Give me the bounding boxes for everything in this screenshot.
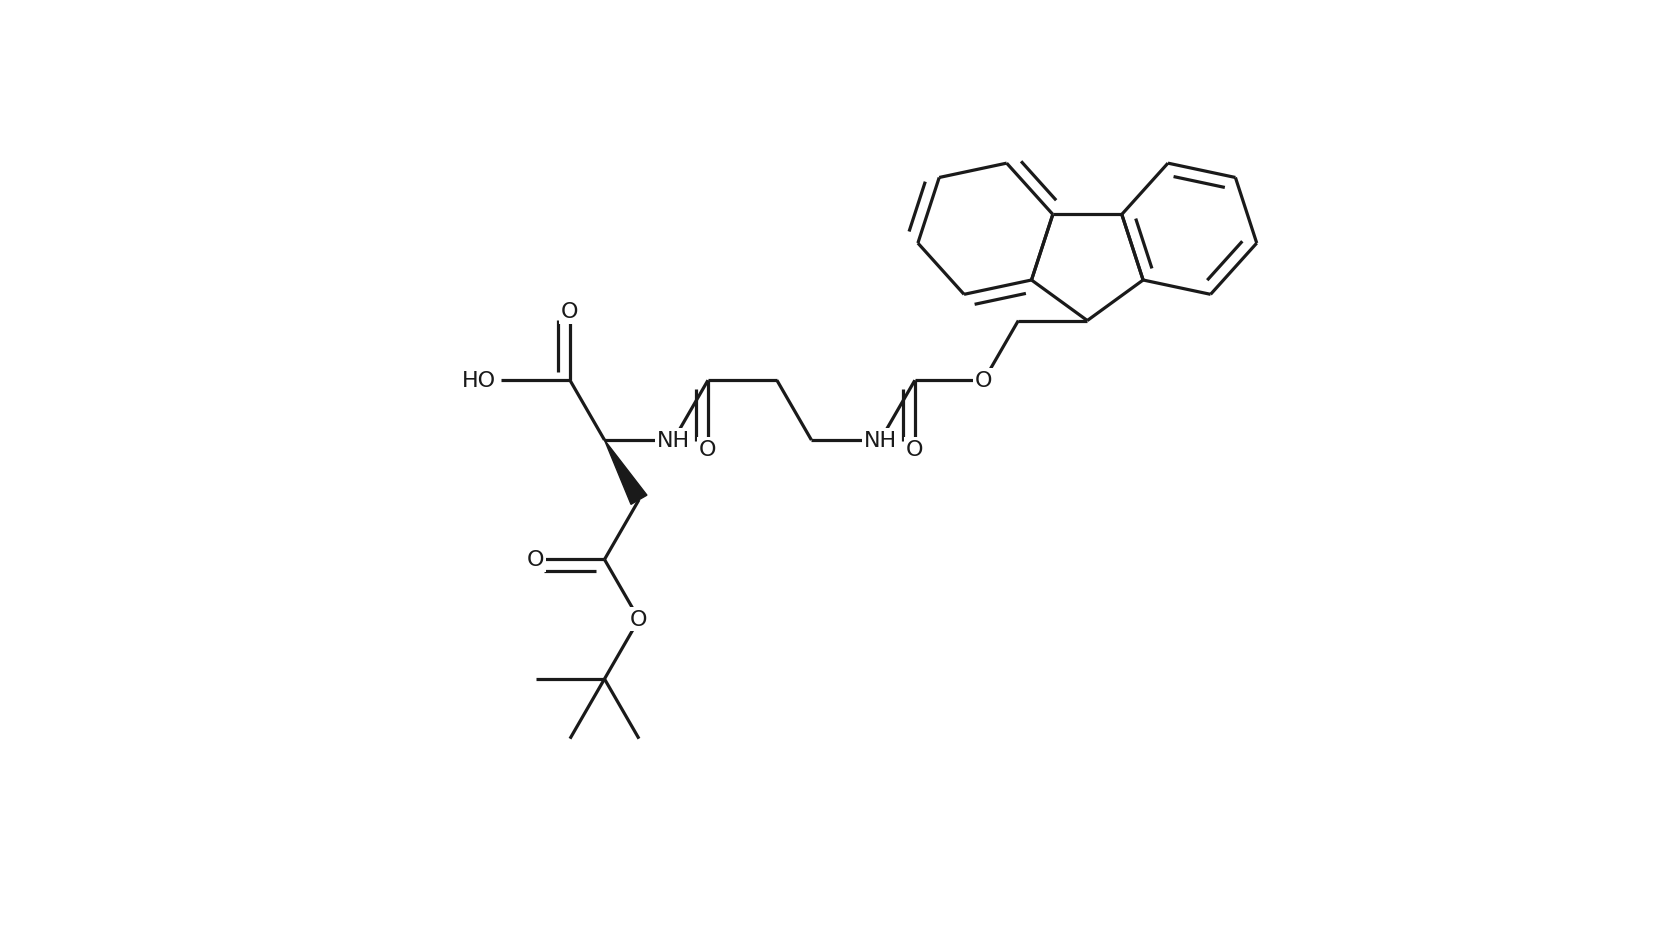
Text: O: O: [700, 439, 717, 460]
Text: NH: NH: [656, 430, 690, 451]
Text: O: O: [975, 371, 993, 391]
Text: O: O: [560, 302, 579, 322]
Text: O: O: [631, 610, 648, 629]
Text: O: O: [906, 439, 923, 460]
Text: HO: HO: [463, 371, 497, 391]
Polygon shape: [604, 440, 648, 505]
Text: O: O: [527, 550, 544, 570]
Text: NH: NH: [864, 430, 898, 451]
